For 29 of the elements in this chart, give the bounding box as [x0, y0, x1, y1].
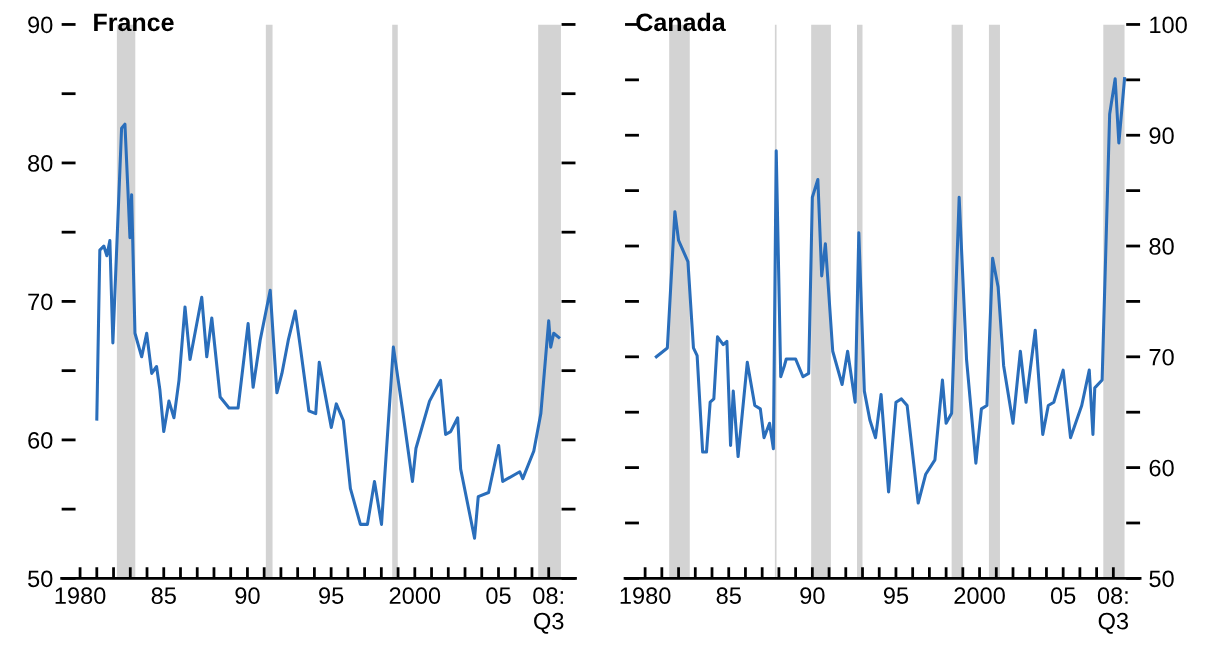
x-tick-label: 85 — [716, 587, 741, 605]
y-tick-label: 50 — [28, 570, 53, 588]
x-tick-label: 95 — [319, 587, 344, 605]
x-tick-label: 05 — [1050, 587, 1076, 605]
y2-tick-label: 100 — [1150, 16, 1187, 34]
x-tick-label: 90 — [800, 587, 825, 605]
x-tick-label: 1980 — [55, 587, 106, 605]
line-series — [95, 122, 561, 540]
y2-tick-label: 90 — [1149, 127, 1174, 145]
x-tick-label: 08: Q3 — [1097, 587, 1129, 634]
y-tick-label: 90 — [28, 16, 53, 34]
x-tick-label: 1980 — [620, 587, 671, 605]
line-series — [654, 77, 1127, 505]
y-tick-label: 70 — [28, 293, 53, 311]
y2-tick-label: 60 — [1149, 459, 1174, 477]
y2-tick-label: 50 — [1149, 570, 1174, 588]
x-tick-label: 05 — [486, 587, 511, 605]
chart-title: Canada — [636, 12, 726, 32]
x-tick-label: 08: Q3 — [533, 587, 564, 634]
y-tick-label: 80 — [28, 155, 53, 172]
x-tick-label: 85 — [151, 587, 176, 605]
x-tick-label: 2000 — [954, 587, 1005, 605]
x-tick-label: 90 — [235, 587, 260, 605]
y2-tick-label: 80 — [1149, 238, 1174, 255]
y-tick-label: 60 — [28, 431, 53, 449]
x-tick-label: 95 — [883, 587, 909, 605]
x-tick-label: 2000 — [389, 587, 441, 605]
y2-tick-label: 70 — [1149, 348, 1174, 366]
chart-title: France — [94, 13, 174, 32]
